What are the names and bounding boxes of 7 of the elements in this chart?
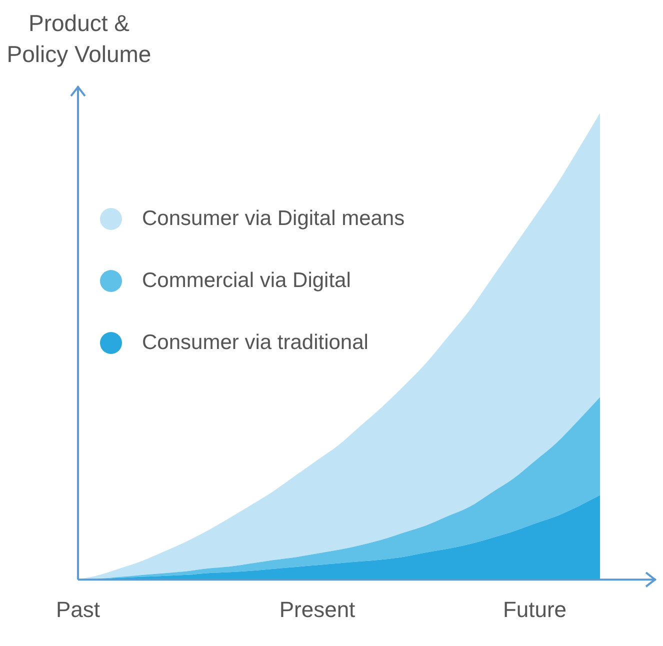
y-axis-title: Product & Policy Volume (6, 9, 152, 69)
x-tick-label: Present (279, 596, 356, 622)
legend-label: Consumer via Digital means (142, 206, 405, 230)
x-tick-label: Future (502, 596, 567, 622)
legend-label: Commercial via Digital (142, 268, 351, 292)
x-tick-label: Past (56, 596, 100, 622)
legend-label: Consumer via traditional (142, 330, 368, 354)
